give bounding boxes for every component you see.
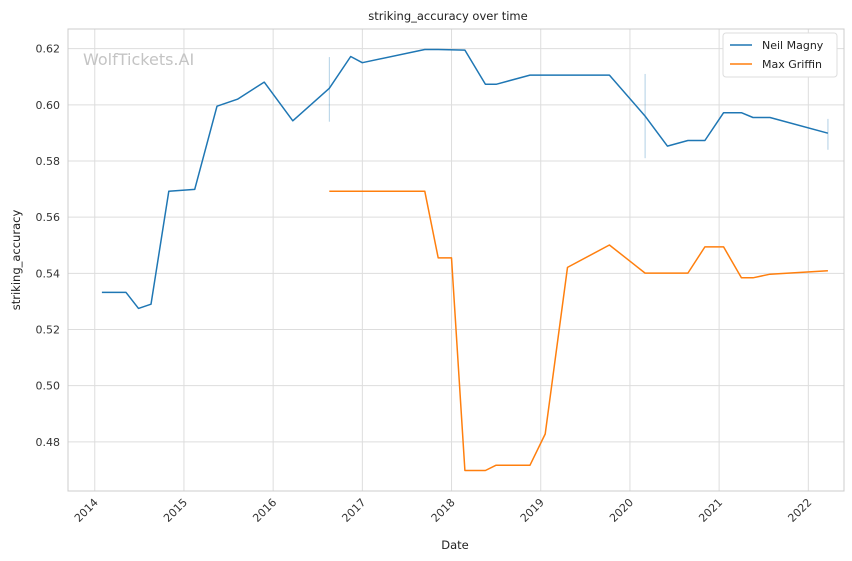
y-axis-title: striking_accuracy	[9, 210, 23, 311]
legend-label-neil-magny: Neil Magny	[762, 39, 824, 52]
legend-label-max-griffin: Max Griffin	[762, 58, 822, 71]
y-tick-label: 0.62	[36, 43, 61, 56]
legend: Neil Magny Max Griffin	[722, 32, 838, 78]
y-tick-label: 0.54	[36, 267, 61, 280]
y-tick-label: 0.50	[36, 380, 61, 393]
chart-title: striking_accuracy over time	[368, 9, 527, 23]
watermark: WolfTickets.AI	[83, 50, 194, 69]
y-tick-labels: 0.48 0.50 0.52 0.54 0.56 0.58 0.60 0.62	[36, 43, 61, 449]
y-tick-label: 0.60	[36, 99, 61, 112]
series-line-neil-magny	[101, 48, 829, 310]
plot-frame	[67, 28, 845, 492]
y-tick-label: 0.52	[36, 324, 61, 337]
y-tick-label: 0.58	[36, 155, 61, 168]
legend-box	[722, 32, 838, 78]
grid	[68, 29, 844, 491]
series-lines	[101, 48, 829, 472]
series-line-max-griffin	[329, 190, 828, 472]
x-axis-title: Date	[441, 538, 469, 552]
y-tick-label: 0.48	[36, 436, 61, 449]
y-tick-label: 0.56	[36, 211, 61, 224]
